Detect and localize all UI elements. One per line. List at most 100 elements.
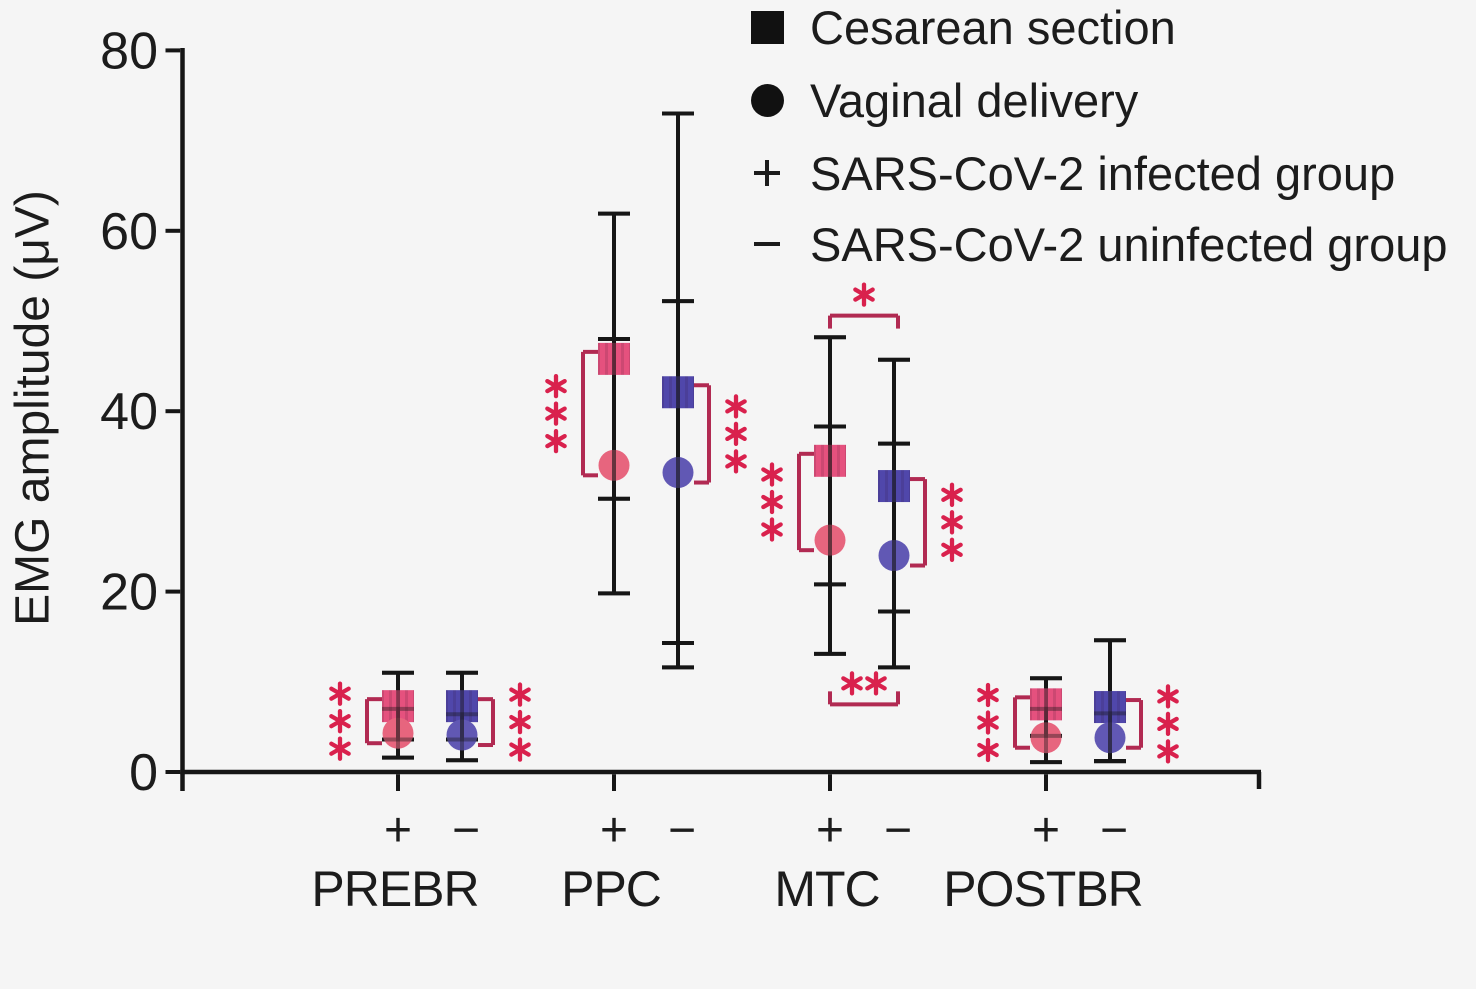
sig-stars-PREBR-plus (329, 681, 351, 761)
span-stars-MTC-below (841, 671, 887, 696)
significance-star (941, 510, 963, 535)
significance-star (509, 682, 531, 707)
minus-sign-icon (752, 229, 782, 259)
marker-square-PREBR-minus (446, 690, 478, 723)
marker-circle-PREBR-plus (382, 717, 414, 749)
plus-sign-icon (752, 158, 782, 188)
marker-square-PPC-minus (662, 376, 694, 409)
span-bracket-MTC-above (828, 313, 900, 329)
error-bar-circle-POSTBR-minus-overlay (1094, 711, 1126, 764)
significance-star (509, 737, 531, 762)
sign-tick-label: − (884, 804, 912, 857)
significance-star (941, 537, 963, 562)
significance-star (545, 401, 567, 426)
error-bar-square-MTC-plus-overlay (814, 335, 846, 587)
y-axis-tick-label: 20 (100, 564, 158, 622)
y-axis-tick-label: 0 (129, 744, 158, 802)
y-axis-tick-label: 60 (100, 203, 158, 261)
legend-label: Vaginal delivery (810, 73, 1139, 127)
group-tick-label: PPC (561, 861, 661, 917)
significance-star (1157, 684, 1179, 709)
vaginal-circle-icon (750, 83, 784, 117)
sig-stars-PPC-minus (725, 394, 747, 474)
error-bar-circle-POSTBR-plus-overlay (1030, 706, 1062, 765)
error-bar-square-PPC-minus-overlay (662, 111, 694, 670)
significance-star (329, 709, 351, 734)
legend-item-vaginal: Vaginal delivery (744, 73, 1139, 127)
sig-bracket-PPC-minus (694, 383, 711, 485)
span-bracket-MTC-below (828, 691, 900, 707)
marker-square-PREBR-plus (382, 690, 414, 723)
group-tick-label: MTC (774, 861, 879, 917)
significance-star (977, 737, 999, 763)
marker-circle-POSTBR-minus (1094, 722, 1126, 754)
error-bar-circle-MTC-minus-overlay (878, 441, 910, 670)
group-tick-label: POSTBR (943, 861, 1143, 917)
legend-label: SARS-CoV-2 uninfected group (810, 217, 1448, 271)
y-axis-title: EMG amplitude (μV) (6, 190, 60, 626)
sig-stars-POSTBR-minus (1157, 684, 1179, 764)
error-bar-square-PREBR-plus-overlay (382, 670, 414, 742)
significance-star (509, 709, 531, 735)
sig-stars-PREBR-minus (509, 682, 531, 762)
significance-star (761, 517, 783, 542)
significance-star (725, 421, 747, 447)
marker-square-MTC-minus (878, 470, 910, 503)
marker-square-POSTBR-plus (1030, 688, 1062, 721)
significance-star (941, 482, 963, 507)
error-bar-square-PPC-plus-overlay (598, 211, 630, 501)
marker-circle-PPC-minus (662, 457, 694, 489)
significance-star (329, 681, 351, 706)
sign-tick-label: − (668, 804, 696, 857)
sig-stars-MTC-plus (761, 462, 783, 542)
significance-star (725, 394, 747, 419)
error-bar-circle-PPC-plus-overlay (598, 337, 630, 596)
marker-circle-MTC-minus (878, 540, 910, 572)
significance-star (329, 736, 351, 761)
significance-star (865, 671, 887, 696)
significance-star (545, 373, 567, 399)
sig-stars-PPC-plus (545, 373, 567, 454)
significance-star (853, 282, 875, 307)
sign-tick-label: + (600, 804, 628, 857)
significance-star (977, 710, 999, 735)
error-bar-square-POSTBR-minus-overlay (1094, 638, 1126, 764)
error-bar-circle-PREBR-minus-overlay (446, 712, 478, 763)
legend-item-infected: SARS-CoV-2 infected group (744, 146, 1396, 200)
significance-star (977, 682, 999, 708)
significance-star (545, 428, 567, 454)
sig-stars-POSTBR-plus (977, 682, 999, 763)
error-bar-circle-PREBR-plus-overlay (382, 706, 414, 760)
marker-circle-PREBR-minus (446, 719, 478, 751)
error-bar-square-MTC-minus-overlay (878, 357, 910, 614)
y-axis-tick-label: 40 (100, 383, 158, 441)
error-bar-circle-MTC-plus-overlay (814, 424, 846, 656)
sign-tick-label: − (1100, 804, 1128, 857)
marker-circle-POSTBR-plus (1030, 722, 1062, 754)
significance-star (1157, 739, 1179, 764)
error-bar-square-POSTBR-plus-overlay (1030, 676, 1062, 738)
significance-star (1157, 711, 1179, 737)
group-tick-label: PREBR (311, 861, 478, 917)
sig-bracket-MTC-plus (797, 451, 814, 553)
sign-tick-label: − (452, 804, 480, 857)
sig-bracket-POSTBR-minus (1126, 698, 1143, 750)
sig-bracket-PREBR-minus (478, 697, 495, 748)
span-stars-MTC-above (853, 282, 875, 307)
sign-tick-label: + (816, 804, 844, 857)
sig-bracket-POSTBR-plus (1013, 695, 1030, 750)
marker-square-MTC-plus (814, 444, 846, 477)
sign-tick-label: + (384, 804, 412, 857)
y-axis-tick-label: 80 (100, 22, 158, 80)
legend-item-cesarean: Cesarean section (744, 1, 1176, 54)
cesarean-square-icon (750, 10, 784, 44)
sig-bracket-MTC-minus (910, 477, 927, 568)
marker-circle-MTC-plus (814, 524, 846, 556)
sig-bracket-PPC-plus (581, 349, 598, 478)
significance-star (841, 671, 863, 696)
legend-label: SARS-CoV-2 infected group (810, 146, 1396, 200)
legend-item-uninfected: SARS-CoV-2 uninfected group (744, 217, 1448, 271)
marker-circle-PPC-plus (598, 449, 630, 481)
sig-stars-MTC-minus (941, 482, 963, 562)
